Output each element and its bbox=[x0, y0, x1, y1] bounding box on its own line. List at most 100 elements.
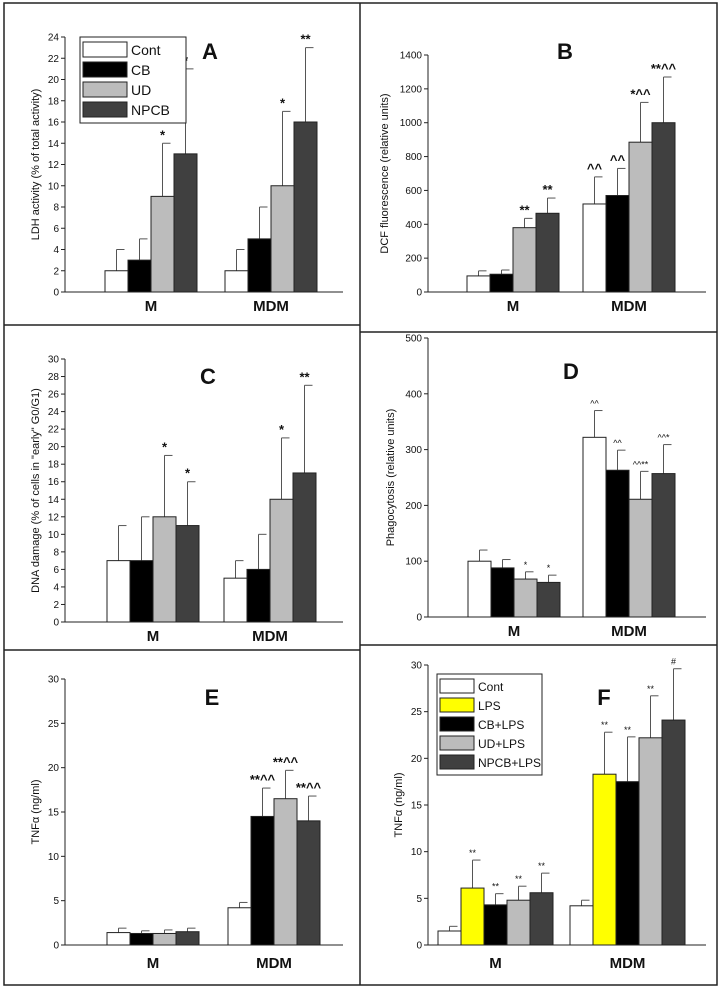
y-tick-label: 14 bbox=[48, 495, 60, 506]
bar bbox=[467, 560, 492, 618]
bar bbox=[490, 567, 515, 618]
legend-label: CB bbox=[131, 62, 150, 78]
y-tick-label: 0 bbox=[53, 288, 59, 299]
x-category-label: M bbox=[147, 628, 160, 645]
y-tick-label: 8 bbox=[53, 203, 59, 214]
y-tick-label: 1000 bbox=[400, 118, 423, 129]
bar bbox=[661, 719, 686, 946]
bar bbox=[250, 815, 275, 946]
significance-mark: *^^ bbox=[630, 86, 651, 101]
y-tick-label: 0 bbox=[53, 618, 59, 629]
x-category-label: M bbox=[507, 298, 520, 315]
significance-mark: ^^ bbox=[613, 438, 622, 448]
bar bbox=[489, 273, 514, 293]
y-tick-label: 200 bbox=[405, 254, 422, 265]
y-tick-label: 18 bbox=[48, 460, 60, 471]
y-tick-label: 100 bbox=[405, 557, 422, 568]
significance-mark: * bbox=[547, 563, 551, 573]
x-category-label: MDM bbox=[611, 298, 647, 315]
y-tick-label: 16 bbox=[48, 118, 60, 129]
significance-mark: ** bbox=[492, 882, 500, 892]
significance-mark: * bbox=[524, 560, 528, 570]
y-tick-label: 30 bbox=[411, 661, 423, 672]
panel-letter: C bbox=[200, 364, 216, 389]
y-tick-label: 1200 bbox=[400, 84, 423, 95]
y-tick-label: 300 bbox=[405, 445, 422, 456]
y-axis-label: DCF fluorescence (relative units) bbox=[379, 93, 391, 253]
significance-mark: **^^ bbox=[273, 754, 299, 769]
panel-letter: E bbox=[205, 685, 220, 710]
bar bbox=[569, 905, 594, 946]
bar bbox=[506, 899, 531, 946]
x-category-label: M bbox=[489, 955, 502, 972]
bar bbox=[293, 121, 318, 293]
bar bbox=[247, 238, 272, 293]
chart-panel-d: 0 100 200 300 400 500 Phagocytosis (relative u… bbox=[385, 334, 706, 640]
x-category-label: MDM bbox=[253, 298, 289, 315]
y-tick-label: 28 bbox=[48, 372, 60, 383]
y-tick-label: 20 bbox=[48, 75, 60, 86]
legend-label: LPS bbox=[478, 699, 501, 713]
x-category-label: MDM bbox=[252, 628, 288, 645]
bar bbox=[223, 577, 248, 623]
bar bbox=[127, 259, 152, 293]
x-category-label: M bbox=[508, 623, 521, 640]
bar bbox=[605, 195, 630, 293]
significance-mark: ** bbox=[601, 720, 609, 730]
significance-mark: ** bbox=[300, 32, 311, 47]
bar bbox=[582, 436, 607, 618]
legend-label: NPCB bbox=[131, 102, 170, 118]
y-tick-label: 15 bbox=[48, 808, 60, 819]
panel-letter: F bbox=[597, 685, 610, 710]
legend-label: Cont bbox=[478, 680, 504, 694]
significance-mark: ** bbox=[647, 684, 655, 694]
bar bbox=[106, 560, 131, 623]
significance-mark: * bbox=[185, 466, 191, 481]
significance-mark: ** bbox=[469, 848, 477, 858]
significance-mark: ^^** bbox=[633, 459, 649, 469]
bar bbox=[483, 904, 508, 946]
significance-mark: ^^* bbox=[658, 433, 670, 443]
y-tick-label: 14 bbox=[48, 139, 60, 150]
y-tick-label: 4 bbox=[53, 245, 59, 256]
legend-swatch bbox=[439, 678, 475, 694]
bar bbox=[175, 525, 200, 623]
significance-mark: ** bbox=[515, 874, 523, 884]
y-tick-label: 25 bbox=[48, 719, 60, 730]
bar bbox=[513, 578, 538, 618]
y-tick-label: 10 bbox=[411, 847, 423, 858]
y-axis-label: TNFα (ng/ml) bbox=[30, 779, 42, 844]
significance-mark: * bbox=[280, 95, 286, 110]
bar bbox=[615, 781, 640, 946]
bar bbox=[582, 203, 607, 293]
y-tick-label: 0 bbox=[53, 941, 59, 952]
bar bbox=[512, 227, 537, 293]
bar bbox=[651, 122, 676, 293]
y-tick-label: 22 bbox=[48, 425, 60, 436]
y-tick-label: 4 bbox=[53, 582, 59, 593]
chart-panel-f: 0 5 10 15 20 25 30 TNFα (ng/ml) F ** ** ** ** ** ** ** #… bbox=[393, 657, 706, 972]
bar bbox=[296, 820, 321, 946]
bar bbox=[175, 931, 200, 946]
significance-mark: ** bbox=[299, 369, 310, 384]
bar bbox=[104, 270, 129, 293]
bar bbox=[152, 932, 177, 946]
y-axis-label: DNA damage (% of cells in "early" G0/G1) bbox=[30, 388, 42, 593]
y-tick-label: 15 bbox=[411, 801, 423, 812]
bar bbox=[628, 498, 653, 618]
bar bbox=[246, 568, 271, 623]
bar bbox=[529, 892, 554, 946]
legend-swatch bbox=[82, 61, 128, 78]
y-tick-label: 18 bbox=[48, 96, 60, 107]
y-tick-label: 30 bbox=[48, 675, 60, 686]
legend-swatch bbox=[82, 101, 128, 118]
y-tick-label: 20 bbox=[48, 442, 60, 453]
legend-swatch bbox=[439, 697, 475, 713]
bar bbox=[638, 737, 663, 946]
significance-mark: ^^ bbox=[587, 161, 603, 176]
significance-mark: * bbox=[160, 127, 166, 142]
significance-mark: ** bbox=[624, 725, 632, 735]
